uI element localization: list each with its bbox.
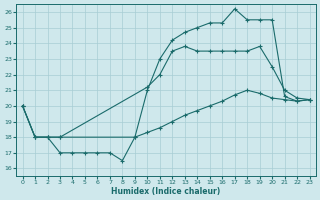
X-axis label: Humidex (Indice chaleur): Humidex (Indice chaleur) [111,187,221,196]
